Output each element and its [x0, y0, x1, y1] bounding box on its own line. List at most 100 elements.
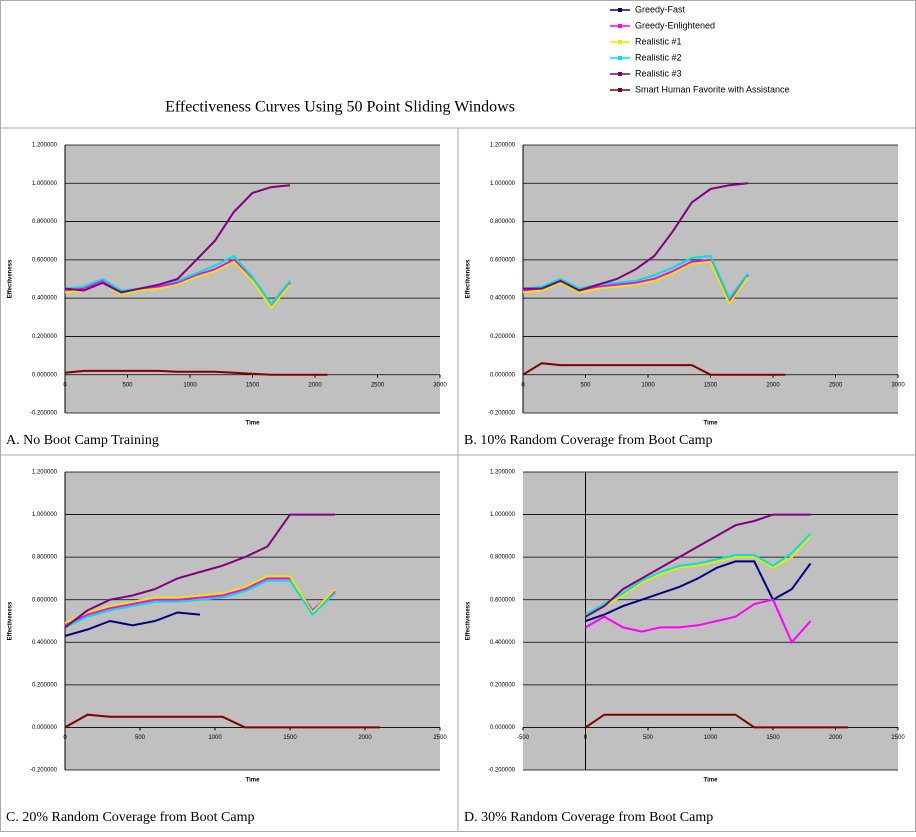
y-tick-label: 0.800000: [32, 555, 58, 561]
y-tick-label: 0.400000: [490, 296, 516, 302]
y-axis-title: Effectiveness: [466, 259, 472, 298]
series-line: [64, 579, 336, 629]
x-tick-label: 2500: [891, 735, 905, 741]
x-tick-label: 1500: [283, 735, 297, 741]
caption: B. 10% Random Coverage from Boot Camp: [464, 433, 712, 448]
x-axis-title: Time: [246, 421, 261, 427]
x-tick-label: 3000: [891, 382, 905, 388]
legend-marker: [618, 56, 622, 60]
y-tick-label: 0.400000: [32, 296, 58, 302]
x-tick-label: 2500: [829, 382, 843, 388]
series-line: [522, 254, 749, 301]
legend-label: Realistic #1: [635, 36, 682, 46]
y-tick-label: 0.000000: [490, 372, 516, 378]
y-tick-label: 0.200000: [32, 682, 58, 688]
y-tick-label: -0.200000: [488, 768, 516, 774]
y-tick-label: 0.600000: [32, 597, 58, 603]
series-line: [64, 513, 335, 629]
y-tick-label: 0.200000: [490, 682, 516, 688]
series-line: [584, 713, 848, 729]
y-tick-label: 1.000000: [32, 181, 58, 187]
legend-marker: [618, 24, 622, 28]
y-tick-label: 0.400000: [32, 640, 58, 646]
y-tick-label: 0.800000: [490, 219, 516, 225]
plot-area: [523, 472, 898, 770]
y-tick-label: 1.200000: [490, 143, 516, 149]
y-tick-label: 0.000000: [490, 725, 516, 731]
series-line: [585, 533, 812, 616]
series-line: [585, 513, 811, 618]
x-tick-label: -500: [517, 735, 530, 741]
x-tick-label: 2000: [358, 735, 372, 741]
y-axis-title: Effectiveness: [8, 601, 14, 640]
legend-label: Smart Human Favorite with Assistance: [635, 84, 790, 94]
x-tick-label: 1000: [208, 735, 222, 741]
series-line: [523, 182, 749, 292]
y-tick-label: 0.200000: [490, 334, 516, 340]
series-line: [64, 713, 380, 729]
x-tick-label: 2500: [433, 735, 447, 741]
series-line: [64, 184, 291, 294]
y-tick-label: 0.000000: [32, 372, 58, 378]
legend-marker: [618, 8, 622, 12]
x-tick-label: 2000: [829, 735, 843, 741]
y-axis-title: Effectiveness: [466, 601, 472, 640]
y-tick-label: 0.800000: [490, 555, 516, 561]
series-line: [585, 598, 812, 645]
y-axis-title: Effectiveness: [8, 259, 14, 298]
series-line: [64, 575, 336, 625]
y-tick-label: 0.800000: [32, 219, 58, 225]
y-tick-label: -0.200000: [30, 411, 58, 417]
x-axis-title: Time: [246, 778, 261, 784]
caption: A. No Boot Camp Training: [6, 433, 159, 448]
x-tick-label: 2000: [308, 382, 322, 388]
y-tick-label: -0.200000: [488, 411, 516, 417]
x-tick-label: 2000: [766, 382, 780, 388]
x-tick-label: 3000: [433, 382, 447, 388]
series-line: [64, 258, 291, 308]
series-line: [522, 362, 786, 376]
series-line: [64, 254, 291, 306]
series-line: [522, 260, 749, 306]
y-tick-label: 1.000000: [490, 181, 516, 187]
x-tick-label: 500: [580, 382, 591, 388]
plot-area: [65, 472, 440, 770]
y-tick-label: 1.000000: [490, 512, 516, 518]
y-tick-label: 1.200000: [32, 470, 58, 476]
legend-marker: [618, 88, 622, 92]
caption: C. 20% Random Coverage from Boot Camp: [6, 810, 254, 825]
x-axis-title: Time: [704, 778, 719, 784]
series-line: [585, 535, 812, 618]
series-line: [64, 577, 336, 627]
y-tick-label: 0.400000: [490, 640, 516, 646]
x-tick-label: 1000: [183, 382, 197, 388]
y-tick-label: 1.200000: [490, 470, 516, 476]
legend-label: Greedy-Fast: [635, 4, 686, 14]
legend-label: Greedy-Enlightened: [635, 20, 715, 30]
legend-label: Realistic #3: [635, 68, 682, 78]
x-tick-label: 500: [122, 382, 133, 388]
legend-label: Realistic #2: [635, 52, 682, 62]
x-tick-label: 1500: [246, 382, 260, 388]
y-tick-label: 1.200000: [32, 143, 58, 149]
x-tick-label: 500: [643, 735, 654, 741]
y-tick-label: 0.600000: [490, 597, 516, 603]
x-tick-label: 1000: [641, 382, 655, 388]
y-tick-label: 0.000000: [32, 725, 58, 731]
caption: D. 30% Random Coverage from Boot Camp: [464, 810, 713, 825]
x-tick-label: 1500: [766, 735, 780, 741]
y-tick-label: 0.600000: [490, 257, 516, 263]
legend-marker: [618, 40, 622, 44]
plot-area: [523, 145, 898, 413]
x-tick-label: 1500: [704, 382, 718, 388]
y-tick-label: -0.200000: [30, 768, 58, 774]
y-tick-label: 1.000000: [32, 512, 58, 518]
x-axis-title: Time: [704, 421, 719, 427]
series-line: [64, 369, 328, 376]
legend-marker: [618, 72, 622, 76]
x-tick-label: 1000: [704, 735, 718, 741]
y-tick-label: 0.200000: [32, 334, 58, 340]
x-tick-label: 500: [135, 735, 146, 741]
series-line: [64, 611, 201, 637]
